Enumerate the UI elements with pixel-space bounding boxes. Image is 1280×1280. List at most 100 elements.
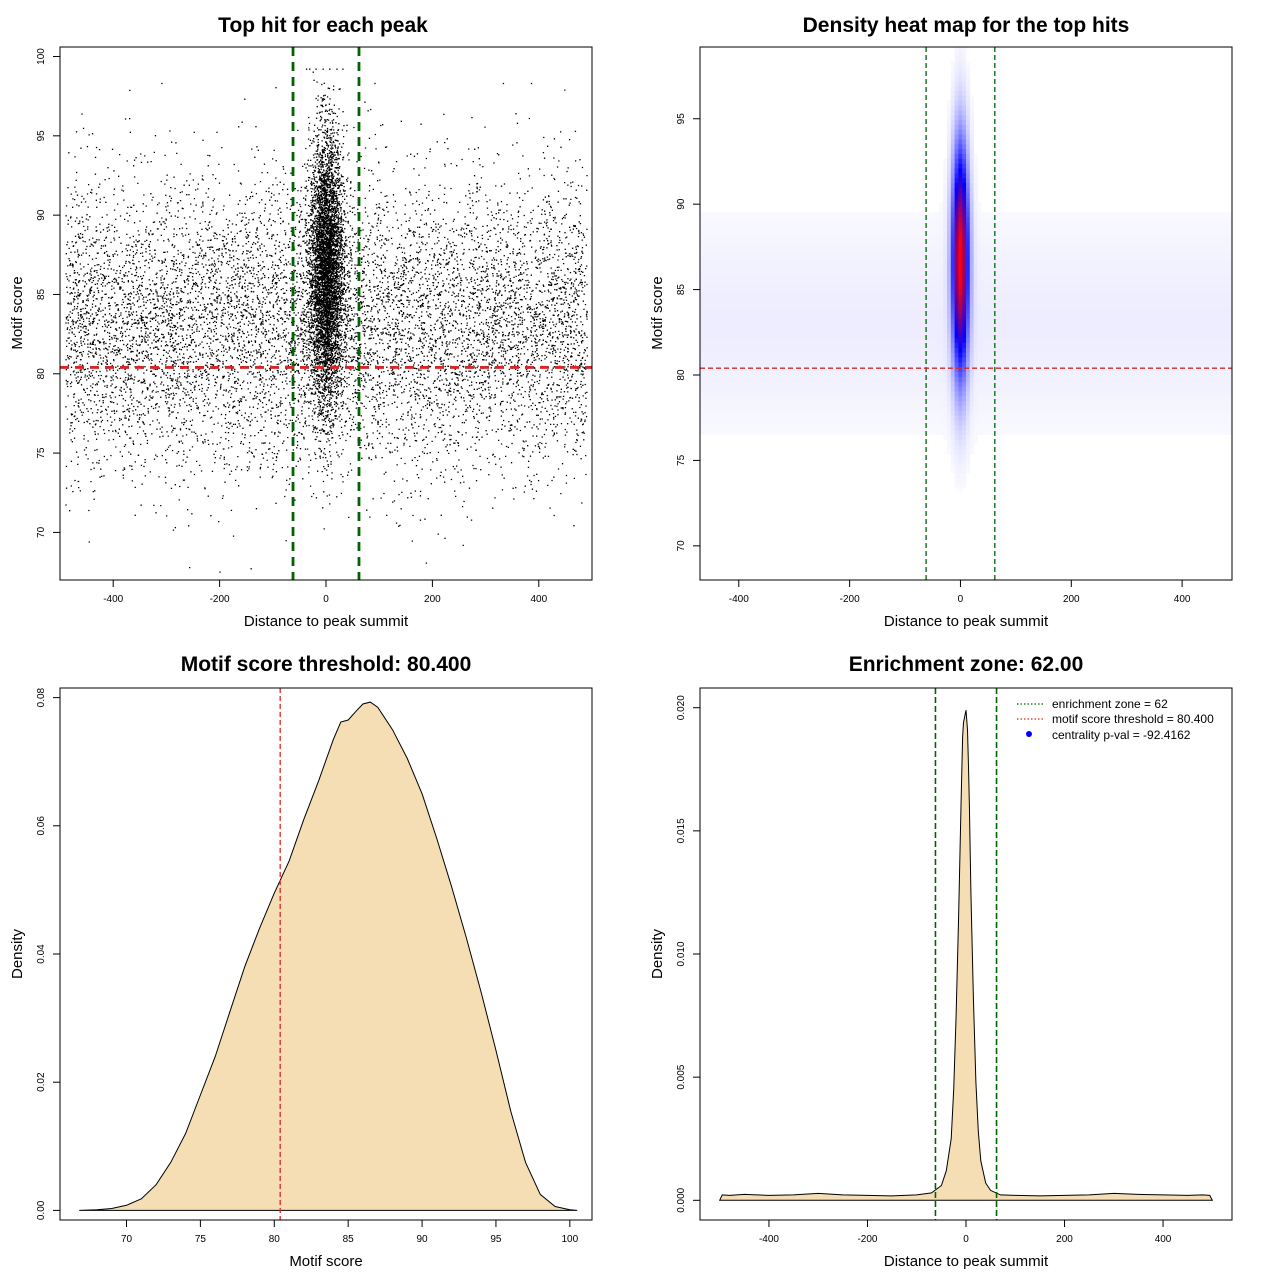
heatmap-cell [1072, 391, 1077, 397]
heatmap-cell [962, 308, 967, 314]
heatmap-cell [852, 289, 857, 295]
heatmap-cell [890, 410, 895, 416]
heatmap-cell [897, 303, 902, 310]
heatmap-cell [1019, 328, 1024, 334]
heatmap-cell [814, 313, 819, 319]
heatmap-cell [1004, 328, 1009, 334]
heatmap-cell [947, 439, 952, 445]
heatmap-cell [950, 415, 955, 421]
heatmap-cell [753, 395, 758, 402]
heatmap-cell [848, 400, 853, 406]
heatmap-cell [1000, 240, 1005, 247]
heatmap-cell [1015, 405, 1020, 411]
heatmap-cell [703, 386, 708, 392]
heatmap-cell [966, 298, 971, 305]
heatmap-cell [916, 284, 921, 290]
heatmap-cell [768, 265, 773, 271]
heatmap-cell [912, 260, 917, 266]
heatmap-cell [935, 381, 940, 387]
heatmap-cell [916, 366, 921, 373]
heatmap-cell [757, 347, 762, 353]
heatmap-cell [874, 260, 879, 266]
heatmap-cell [950, 410, 955, 416]
heatmap-cell [947, 337, 952, 343]
heatmap-cell [973, 197, 978, 203]
heatmap-cell [783, 226, 788, 232]
heatmap-cell [893, 221, 898, 227]
heatmap-cell [848, 429, 853, 436]
heatmap-cell [814, 391, 819, 397]
heatmap-cell [1023, 415, 1028, 421]
heatmap-cell [954, 80, 959, 87]
heatmap-cell [996, 221, 1001, 227]
heatmap-cell [817, 410, 822, 416]
heatmap-cell [943, 366, 948, 373]
heatmap-cell [753, 361, 758, 368]
heatmap-cell [901, 318, 906, 324]
heatmap-cell [1007, 265, 1012, 271]
heatmap-cell [741, 405, 746, 411]
heatmap-cell [1015, 332, 1020, 339]
heatmap-cell [871, 366, 876, 373]
heatmap-cell [1034, 429, 1039, 436]
heatmap-cell [703, 245, 708, 251]
heatmap-cell [943, 163, 948, 169]
heatmap-cell [817, 342, 822, 348]
heatmap-cell [897, 361, 902, 368]
heatmap-cell [760, 328, 765, 334]
heatmap-cell [863, 289, 868, 295]
heatmap-cell [726, 265, 731, 271]
heatmap-cell [821, 255, 826, 261]
heatmap-cell [1042, 274, 1047, 280]
heatmap-cell [836, 391, 841, 397]
heatmap-cell [890, 352, 895, 358]
heatmap-cell [840, 303, 845, 310]
heatmap-cell [810, 357, 815, 363]
heatmap-cell [897, 221, 902, 227]
heatmap-cell [897, 216, 902, 222]
heatmap-cell [1004, 386, 1009, 392]
heatmap-cell [969, 410, 974, 416]
heatmap-cell [749, 221, 754, 227]
heatmap-cell [753, 391, 758, 397]
heatmap-cell [779, 289, 784, 295]
heatmap-cell [1064, 245, 1069, 251]
heatmap-cell [943, 168, 948, 174]
heatmap-cell [829, 391, 834, 397]
heatmap-cell [802, 332, 807, 339]
heatmap-cell [966, 279, 971, 285]
heatmap-cell [703, 269, 708, 276]
heatmap-cell [1011, 298, 1016, 305]
heatmap-cell [810, 274, 815, 280]
heatmap-cell [1007, 347, 1012, 353]
heatmap-cell [1015, 269, 1020, 276]
heatmap-cell [954, 347, 959, 353]
heatmap-cell [711, 328, 716, 334]
heatmap-cell [905, 381, 910, 387]
heatmap-cell [966, 85, 971, 92]
heatmap-cell [958, 90, 963, 96]
heatmap-cell [935, 284, 940, 290]
heatmap-cell [966, 192, 971, 198]
heatmap-cell [969, 177, 974, 184]
heatmap-cell [939, 313, 944, 319]
heatmap-cell [821, 342, 826, 348]
heatmap-cell [734, 211, 739, 217]
heatmap-cell [874, 328, 879, 334]
heatmap-cell [954, 114, 959, 121]
heatmap-cell [1080, 410, 1085, 416]
heatmap-cell [749, 386, 754, 392]
heatmap-cell [1034, 405, 1039, 411]
heatmap-cell [1080, 366, 1085, 373]
heatmap-cell [821, 274, 826, 280]
heatmap-cell [772, 298, 777, 305]
heatmap-cell [954, 308, 959, 314]
heatmap-cell [1004, 332, 1009, 339]
heatmap-cell [969, 172, 974, 179]
heatmap-cell [776, 240, 781, 247]
heatmap-cell [1045, 303, 1050, 310]
heatmap-cell [730, 303, 735, 310]
heatmap-cell [973, 434, 978, 440]
heatmap-cell [920, 211, 925, 217]
heatmap-cell [844, 308, 849, 314]
